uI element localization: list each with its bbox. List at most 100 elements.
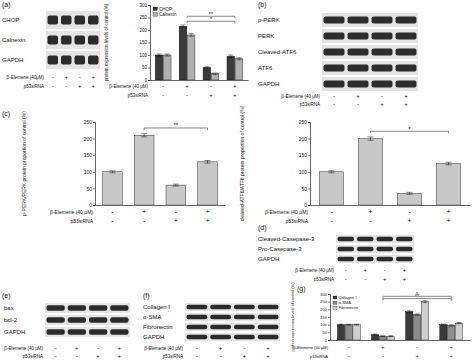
y-tick: 250: [84, 119, 95, 125]
treatment-sign: +: [408, 217, 412, 224]
error-bar: [328, 171, 334, 173]
treatment-sign: +: [447, 217, 451, 224]
blot-band: [48, 16, 59, 25]
bar: [319, 172, 343, 205]
blot-membrane: [45, 303, 130, 313]
treatment-sign: +: [78, 83, 82, 89]
plot-area: [319, 137, 460, 205]
treatment-sign: +: [380, 101, 384, 107]
treatment-sign: -: [364, 276, 366, 282]
blot-membrane: [336, 255, 414, 263]
error-bar: [354, 324, 359, 326]
y-tick-label: 200: [299, 136, 308, 142]
legend-label: Calnexin: [159, 12, 177, 17]
legend-swatch: [333, 306, 337, 309]
y-tick: 250: [320, 299, 330, 304]
y-axis-title: protein expression levels of control (%): [290, 282, 295, 352]
blot-band: [210, 315, 231, 319]
blot-band: [89, 317, 107, 322]
blot-band: [377, 247, 394, 251]
y-tick-mark: [93, 139, 95, 140]
treatment-label: p53siRNA: [70, 218, 93, 224]
blot-band: [187, 315, 208, 319]
error-bar: [180, 25, 185, 28]
y-tick-mark: [93, 155, 95, 156]
treatment-sign: -: [345, 276, 347, 282]
bar: [440, 325, 447, 340]
blot-membrane: [45, 327, 130, 337]
bar: [455, 323, 462, 340]
treatment-sign: -: [97, 345, 99, 351]
blot-band: [68, 329, 86, 334]
blot-membrane: [322, 45, 418, 59]
error-bar: [157, 54, 162, 56]
blot-row-label: Pro-Casepase-3: [258, 246, 302, 252]
treatment-sign: -: [186, 92, 188, 98]
blot-band: [338, 257, 355, 261]
blot-band: [357, 247, 374, 251]
treatment-sign: -: [330, 217, 332, 224]
error-bar: [415, 314, 420, 316]
y-tick-label: 150: [299, 152, 308, 158]
blot-row-label: bax: [4, 305, 14, 311]
significance-label: *: [408, 126, 411, 132]
y-tick-mark: [93, 188, 95, 189]
bar-chart: 050100150200250300protein expression lev…: [104, 3, 249, 98]
y-tick: 150: [139, 40, 150, 45]
error-bar: [367, 137, 373, 140]
blot-band: [396, 237, 413, 241]
y-tick-mark: [148, 68, 150, 69]
blot-band: [210, 335, 231, 339]
y-tick-mark: [148, 5, 150, 6]
blot-band: [338, 237, 355, 241]
bar: [198, 162, 218, 205]
blot-band: [187, 305, 208, 309]
treatment-sign: -: [52, 83, 54, 89]
bar: [379, 336, 386, 340]
blot-membrane: [185, 333, 280, 341]
blot-band: [75, 56, 86, 65]
y-tick-label: 50: [301, 186, 307, 192]
blot-membrane: [322, 29, 418, 43]
blot-row-label: Fibronectin: [143, 324, 173, 330]
treatment-sign: +: [118, 353, 122, 359]
figure: (a)(b)(c)(d)(e)(f)(g)CHOPCalnexinGAPDHβ-…: [0, 0, 474, 361]
panel-label: (c): [2, 110, 10, 118]
blot-band: [258, 315, 279, 319]
bar: [227, 56, 235, 80]
y-tick-mark: [328, 294, 330, 295]
blot-band: [348, 32, 369, 39]
blot-band: [357, 237, 374, 241]
treatment-label: p53siRNA: [128, 93, 148, 98]
y-tick-mark: [308, 205, 310, 206]
treatment-sign: -: [408, 208, 410, 215]
treatment-label: β-Elemene (40 μM): [109, 84, 148, 89]
treatment-sign: +: [450, 353, 453, 359]
blot-row-label: GAPDH: [258, 256, 279, 262]
treatment-sign: -: [345, 267, 347, 273]
treatment-sign: +: [383, 276, 387, 282]
significance-label: **: [174, 122, 179, 128]
bar: [436, 164, 460, 206]
blot-band: [210, 305, 231, 309]
y-axis-line: [308, 123, 311, 206]
treatment-sign: -: [384, 267, 386, 273]
blot-band: [48, 36, 59, 45]
blot-band: [258, 335, 279, 339]
treatment-sign: +: [404, 93, 408, 99]
y-tick-mark: [308, 188, 310, 189]
bar: [371, 335, 378, 340]
treatment-sign: +: [206, 217, 210, 224]
blot-membrane: [46, 11, 100, 29]
y-tick-label: 250: [139, 15, 147, 20]
error-bar: [449, 325, 454, 326]
y-tick: 0: [304, 202, 310, 208]
blot-membrane: [46, 31, 100, 49]
treatment-sign: -: [333, 101, 335, 107]
x-axis-line: [331, 340, 471, 341]
error-bar: [236, 58, 241, 60]
y-tick-label: 50: [86, 186, 92, 192]
y-tick: 100: [299, 169, 310, 175]
treatment-sign: -: [220, 353, 222, 359]
treatment-sign: -: [162, 92, 164, 98]
